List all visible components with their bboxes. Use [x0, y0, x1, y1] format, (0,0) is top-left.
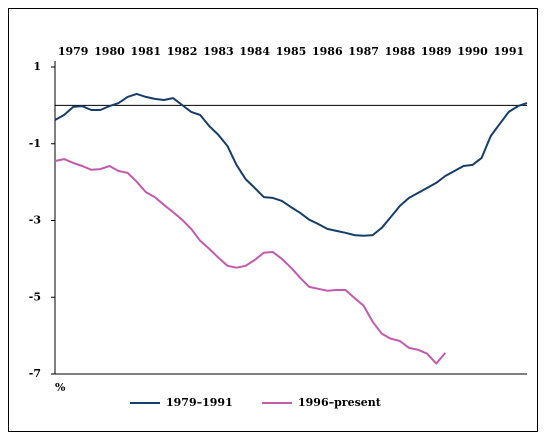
x-tick-label: 1986: [312, 45, 343, 58]
x-tick-label: 1982: [167, 45, 198, 58]
legend-label: 1996–present: [298, 396, 382, 409]
x-tick-label: 1990: [457, 45, 488, 58]
series-line: [54, 158, 447, 365]
x-tick-label: 1981: [130, 45, 161, 58]
legend-label: 1979–1991: [166, 396, 233, 409]
y-tick-label: 1: [33, 60, 41, 73]
y-tick-label: -5: [29, 290, 41, 303]
x-tick-label: 1991: [494, 45, 525, 58]
x-tick-label: 1979: [58, 45, 89, 58]
x-tick-label: 1988: [385, 45, 416, 58]
y-tick-label: -1: [29, 137, 41, 150]
x-tick-label: 1987: [348, 45, 379, 58]
x-tick-label: 1984: [239, 45, 270, 58]
x-tick-label: 1980: [94, 45, 125, 58]
y-axis-unit: %: [55, 381, 66, 394]
x-tick-label: 1989: [421, 45, 452, 58]
y-tick-label: -7: [29, 367, 41, 380]
x-tick-label: 1983: [203, 45, 234, 58]
chart-frame: [8, 8, 538, 432]
x-tick-label: 1985: [276, 45, 307, 58]
y-tick-label: -3: [29, 214, 41, 227]
series-line: [54, 92, 528, 237]
